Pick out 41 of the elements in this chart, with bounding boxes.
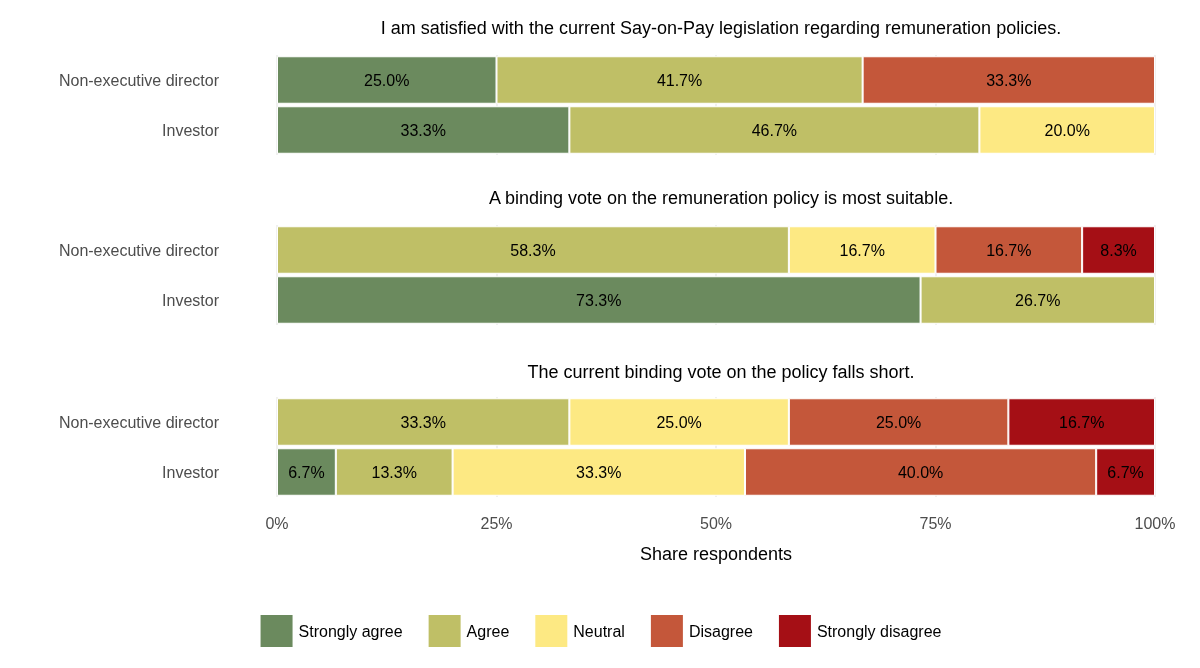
data-label: 33.3%: [986, 71, 1032, 89]
legend-label: Strongly agree: [298, 622, 403, 640]
legend-label: Agree: [466, 622, 510, 640]
x-axis-title: Share respondents: [639, 544, 793, 564]
data-label: 16.7%: [839, 241, 885, 259]
data-label: 13.3%: [371, 463, 417, 481]
chart-title: The current binding vote on the policy falls short.: [527, 362, 915, 382]
x-tick-label: 25%: [480, 514, 513, 532]
chart-title: A binding vote on the remuneration policy is most suitable.: [488, 188, 954, 208]
x-tick-label: 75%: [919, 514, 952, 532]
data-label: 26.7%: [1015, 291, 1061, 309]
data-label: 40.0%: [897, 463, 944, 481]
data-label: 6.7%: [288, 463, 325, 481]
data-label: 16.7%: [1059, 413, 1105, 431]
y-tick-label: Non-executive director: [58, 413, 220, 431]
data-label: 8.3%: [1100, 241, 1137, 259]
data-label: 25.0%: [875, 413, 922, 431]
data-label: 33.3%: [576, 463, 622, 481]
y-tick-label: Investor: [162, 121, 220, 139]
data-label: 73.3%: [576, 291, 622, 309]
data-label: 58.3%: [510, 241, 556, 259]
x-tick-label: 0%: [265, 514, 289, 532]
legend-label: Strongly disagree: [816, 622, 942, 640]
data-label: 25.0%: [364, 71, 410, 89]
data-label: 20.0%: [1044, 121, 1090, 139]
x-tick-label: 50%: [699, 514, 733, 532]
data-label: 33.3%: [400, 413, 446, 431]
data-label: 33.3%: [400, 121, 446, 139]
y-tick-label: Non-executive director: [58, 241, 220, 259]
data-label: 6.7%: [1107, 463, 1144, 481]
legend-label: Disagree: [688, 622, 754, 640]
legend-label: Neutral: [573, 622, 625, 640]
data-label: 41.7%: [656, 71, 703, 89]
data-label: 25.0%: [656, 413, 702, 431]
y-tick-label: Investor: [162, 463, 220, 481]
chart-title: I am satisfied with the current Say-on-Pay legislation regarding remuneration policies.: [380, 18, 1062, 38]
data-label: 16.7%: [986, 241, 1032, 259]
y-tick-label: Investor: [162, 291, 220, 309]
data-label: 46.7%: [751, 121, 798, 139]
x-tick-label: 100%: [1134, 514, 1176, 532]
y-tick-label: Non-executive director: [58, 71, 220, 89]
